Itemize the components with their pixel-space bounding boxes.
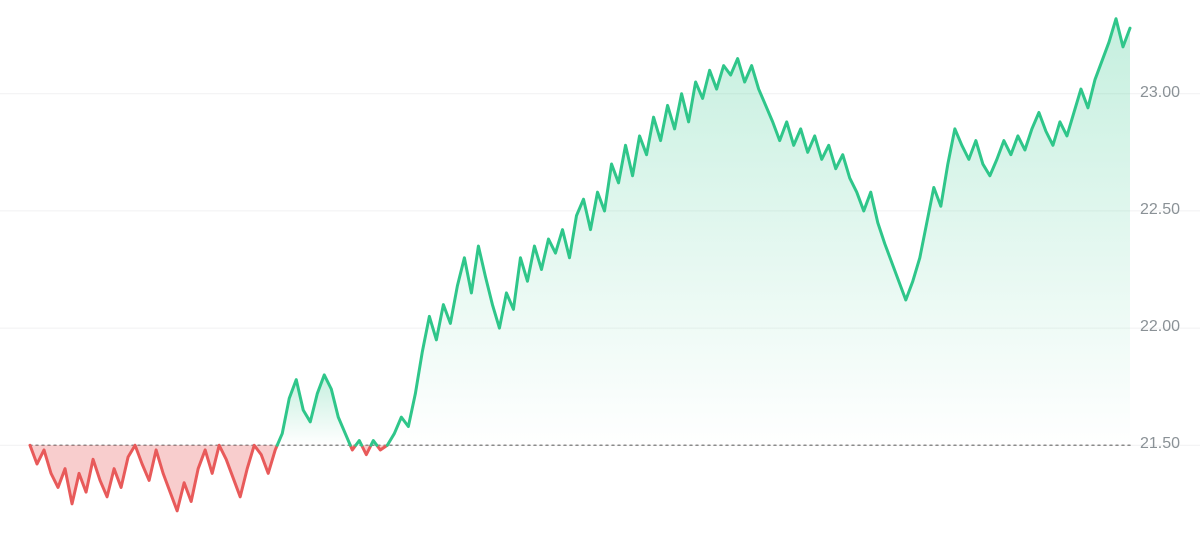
- y-tick-label: 23.00: [1140, 84, 1180, 102]
- y-tick-label: 22.00: [1140, 318, 1180, 336]
- price-chart: 21.50 22.00 22.50 23.00: [0, 0, 1200, 539]
- y-tick-label: 21.50: [1140, 435, 1180, 453]
- chart-canvas: [0, 0, 1200, 539]
- y-tick-label: 22.50: [1140, 201, 1180, 219]
